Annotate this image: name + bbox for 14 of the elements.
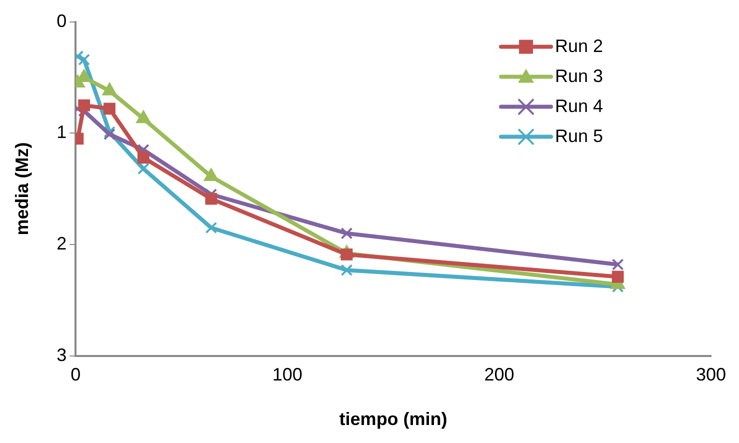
legend-label: Run 2 [555, 36, 604, 56]
y-tick-label: 2 [56, 233, 67, 254]
x-tick-label: 0 [70, 364, 81, 385]
x-axis-title: tiempo (min) [339, 409, 448, 430]
y-axis-title: media (Mz) [12, 142, 32, 236]
legend-label: Run 4 [555, 96, 604, 116]
x-tick-label: 100 [272, 364, 302, 385]
legend-label: Run 3 [555, 66, 604, 86]
x-tick-label: 300 [696, 364, 726, 385]
y-tick-label: 0 [56, 10, 67, 31]
x-tick-label: 200 [484, 364, 514, 385]
y-tick-label: 1 [56, 122, 67, 142]
y-tick-label: 3 [56, 344, 67, 365]
legend-label: Run 5 [555, 126, 604, 146]
